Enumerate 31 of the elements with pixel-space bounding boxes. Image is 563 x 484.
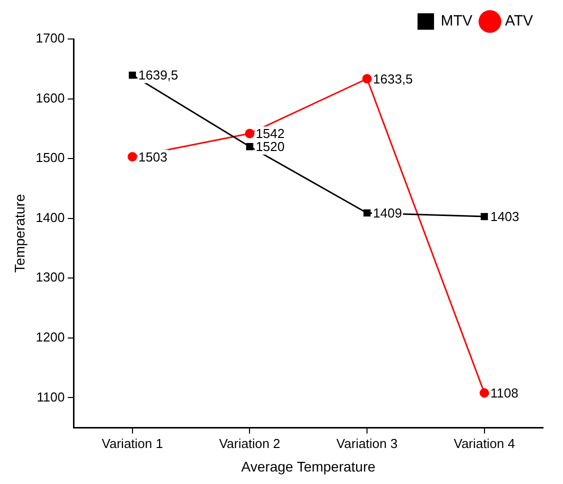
y-tick-label: 1700 [36,30,65,46]
data-label: 1639,5 [138,68,178,83]
y-tick-label: 1500 [36,150,65,166]
point [362,74,372,84]
y-axis-title: Temperature [11,194,28,273]
data-label: 1503 [138,149,168,164]
point [363,209,371,217]
point [480,212,488,220]
data-label: 1409 [373,206,402,221]
data-label: 1542 [256,126,285,142]
y-tick-label: 1400 [36,210,65,225]
data-label: 1633,5 [373,71,413,86]
data-label: 1403 [490,209,520,224]
data-label: 1108 [490,386,518,401]
point [128,152,138,162]
x-tick-label: Variation 3 [336,436,398,451]
data-label: 1520 [256,139,285,154]
point [480,388,490,398]
y-tick-label: 1600 [36,90,65,106]
point [244,128,254,138]
y-tick-label: 1100 [36,389,65,404]
x-tick-label: Variation 2 [219,436,280,451]
legend-label: ATV [504,12,534,30]
y-tick-label: 1300 [36,270,65,285]
point [246,143,254,150]
x-tick-label: Variation 4 [454,436,515,451]
y-tick-label: 1200 [36,330,65,344]
point [128,72,136,79]
x-axis-title: Average Temperature [241,458,376,474]
x-tick-label: Variation 1 [102,436,163,451]
legend-label: MTV [440,12,472,30]
